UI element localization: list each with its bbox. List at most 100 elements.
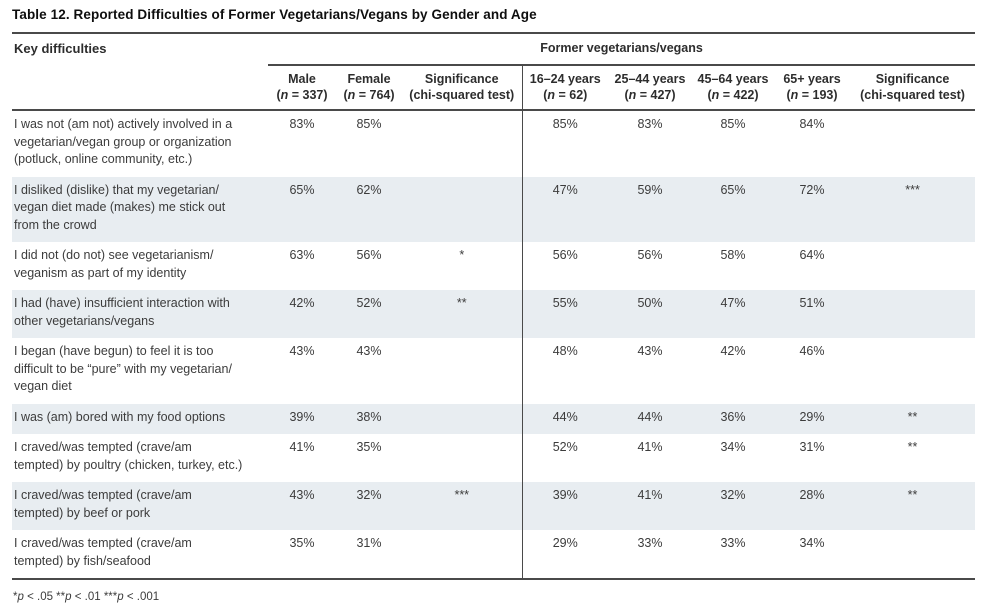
age-65-plus-value-cell: 29% [799, 409, 825, 424]
male-value-cell: 43% [289, 488, 315, 502]
age-25-44-value-cell: 41% [637, 488, 663, 502]
gender-significance-cell [402, 338, 522, 404]
age-45-64-value-cell: 85% [720, 117, 746, 131]
age-significance-cell [850, 242, 975, 290]
male-value-cell: 83% [289, 117, 315, 131]
difficulty-cell: I did not (do not) see vegetarianism/ ve… [14, 248, 214, 280]
difficulty-cell: I craved/was tempted (crave/am tempted) … [14, 440, 243, 472]
female-value-cell: 56% [356, 248, 382, 262]
column-subheader: (chi-squared test) [409, 88, 515, 102]
difficulties-table: Key difficulties Former vegetarians/vega… [12, 32, 976, 580]
male-value-cell: 41% [289, 440, 315, 454]
column-subheader: (n = 764) [343, 88, 395, 102]
column-label: 25–44 years [614, 72, 686, 86]
table-row: I had (have) insufficient interaction wi… [12, 290, 976, 338]
male-value-cell: 42% [289, 296, 315, 310]
age-45-64-value-cell: 47% [720, 296, 746, 310]
age-65-plus-value-cell: 28% [799, 488, 825, 502]
male-value-cell: 63% [289, 248, 315, 262]
age-25-44-value-cell: 59% [637, 182, 663, 197]
age-16-24-value-cell: 85% [521, 110, 608, 177]
column-header-male: Male (n = 337) [268, 65, 336, 111]
age-45-64-value-cell: 36% [720, 409, 746, 424]
table-row: I craved/was tempted (crave/am tempted) … [12, 434, 975, 482]
column-label: Significance [424, 72, 499, 86]
difficulty-cell: I was (am) bored with my food options [14, 409, 226, 424]
age-significance-cell: ** [907, 440, 918, 454]
difficulty-cell: I craved/was tempted (crave/am tempted) … [14, 488, 192, 520]
column-header-female: Female (n = 764) [336, 65, 402, 111]
age-45-64-value-cell: 34% [720, 440, 746, 454]
age-significance-cell: *** [905, 182, 920, 197]
column-header-age-significance: Significance (chi-squared test) [850, 65, 976, 111]
age-65-plus-value-cell: 46% [799, 344, 825, 358]
male-value-cell: 65% [289, 182, 315, 197]
table-row: I was (am) bored with my food options 39… [12, 403, 976, 435]
gender-significance-cell [402, 110, 522, 177]
gender-significance-cell: *** [454, 488, 470, 502]
age-25-44-value-cell: 56% [637, 248, 663, 262]
column-subheader: (n = 422) [707, 88, 759, 102]
age-45-64-value-cell: 42% [720, 344, 746, 358]
age-45-64-value-cell: 58% [720, 248, 746, 262]
column-label: 45–64 years [697, 72, 769, 86]
column-subheader: (n = 62) [543, 88, 588, 102]
difficulty-cell: I craved/was tempted (crave/am tempted) … [12, 530, 268, 580]
column-label: Significance [875, 72, 950, 86]
age-16-24-value-cell: 47% [521, 176, 608, 242]
table-row: I did not (do not) see vegetarianism/ ve… [12, 242, 975, 290]
column-header-age-16-24: 16–24 years (n = 62) [521, 65, 608, 111]
female-value-cell: 43% [356, 344, 382, 358]
age-45-64-value-cell: 33% [692, 530, 774, 580]
age-significance-cell: ** [907, 488, 918, 502]
column-subheader: (n = 193) [786, 88, 838, 102]
age-16-24-value-cell: 56% [521, 242, 608, 290]
age-65-plus-value-cell: 84% [799, 117, 825, 131]
column-header-gender-significance: Significance (chi-squared test) [402, 65, 522, 111]
age-significance-cell [850, 290, 975, 338]
male-value-cell: 35% [268, 530, 336, 580]
age-65-plus-value-cell: 51% [799, 296, 825, 310]
age-significance-cell [850, 110, 975, 177]
table-title: Table 12. Reported Difficulties of Forme… [12, 7, 537, 22]
group-header-row: Key difficulties Former vegetarians/vega… [12, 33, 976, 111]
difficulty-cell: I was not (am not) actively involved in … [14, 117, 233, 166]
gender-significance-cell [402, 177, 522, 243]
table-row: I craved/was tempted (crave/am tempted) … [12, 530, 976, 580]
age-16-24-value-cell: 44% [521, 403, 608, 434]
age-45-64-value-cell: 32% [720, 488, 746, 502]
age-25-44-value-cell: 50% [637, 296, 663, 310]
age-16-24-value-cell: 39% [521, 482, 608, 530]
column-header-row: Male (n = 337) Female (n = 764) Signific… [12, 65, 976, 111]
age-25-44-value-cell: 83% [637, 117, 663, 131]
column-label: 16–24 years [529, 72, 601, 86]
age-45-64-value-cell: 65% [720, 182, 746, 197]
column-header-age-65-plus: 65+ years (n = 193) [774, 65, 850, 111]
group-header: Former vegetarians/vegans [268, 33, 976, 66]
age-significance-cell: ** [907, 409, 918, 424]
female-value-cell: 52% [356, 296, 382, 310]
gender-significance-cell: * [459, 248, 465, 262]
female-value-cell: 62% [356, 182, 382, 197]
age-16-24-value-cell: 52% [521, 434, 608, 482]
column-subheader: (n = 427) [624, 88, 676, 102]
gender-significance-cell [402, 434, 522, 482]
female-value-cell: 38% [356, 409, 382, 424]
column-header-age-25-44: 25–44 years (n = 427) [608, 65, 692, 111]
column-label: 65+ years [783, 72, 841, 86]
age-16-24-value-cell: 55% [521, 290, 608, 338]
table-row: I began (have begun) to feel it is too d… [12, 338, 975, 404]
column-header-age-45-64: 45–64 years (n = 422) [692, 65, 774, 111]
key-difficulties-header: Key difficulties [12, 33, 268, 111]
difficulty-cell: I had (have) insufficient interaction wi… [14, 296, 230, 328]
age-65-plus-value-cell: 34% [774, 530, 850, 580]
age-25-44-value-cell: 44% [637, 409, 663, 424]
gender-significance-cell [402, 404, 522, 435]
female-value-cell: 32% [356, 488, 382, 502]
age-65-plus-value-cell: 64% [799, 248, 825, 262]
age-65-plus-value-cell: 31% [799, 440, 825, 454]
gender-significance-cell: ** [456, 296, 467, 310]
female-value-cell: 35% [356, 440, 382, 454]
male-value-cell: 39% [289, 409, 315, 424]
